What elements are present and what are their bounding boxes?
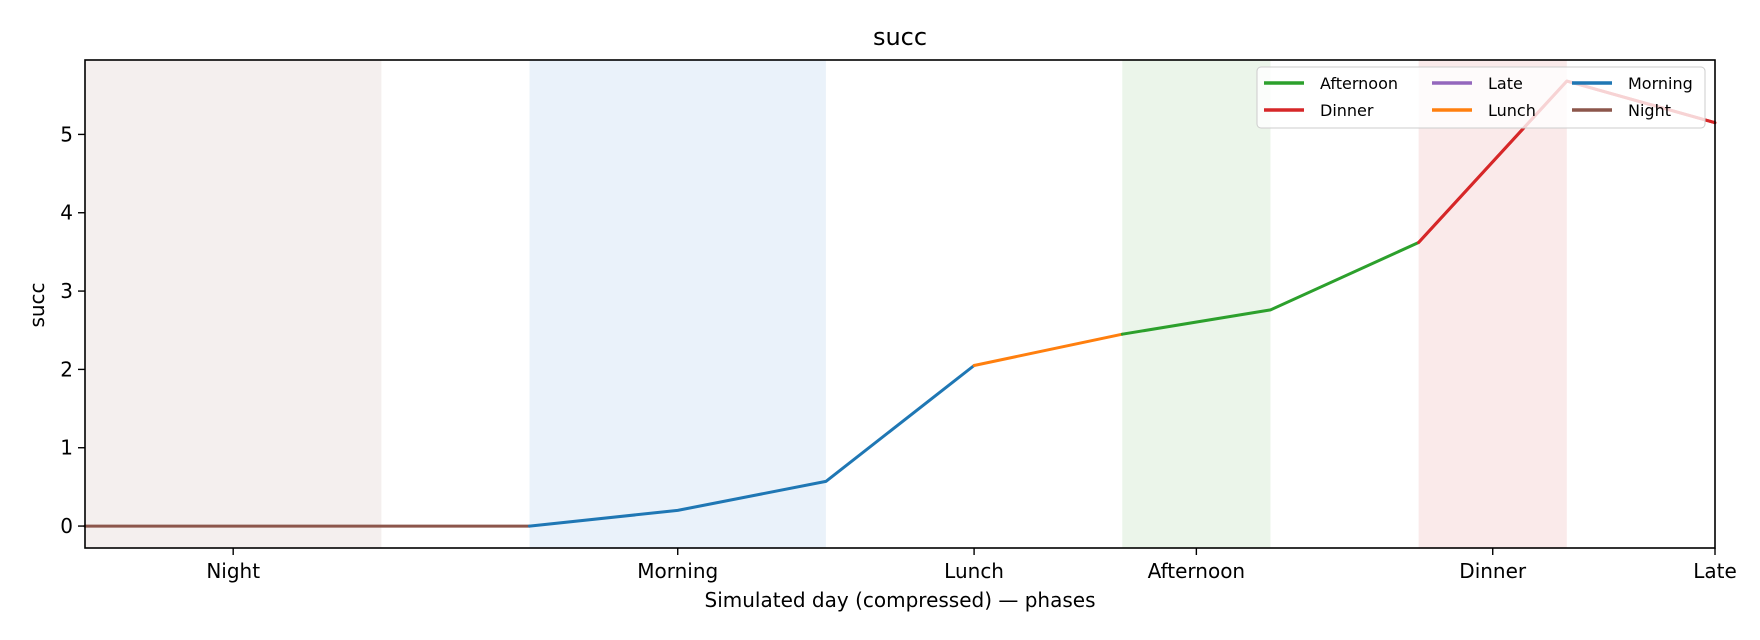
legend: Afternoon Dinner Late Lunch Morning Night xyxy=(1256,66,1706,129)
legend-label-morning: Morning xyxy=(1628,74,1693,93)
x-tick-label: Afternoon xyxy=(1148,559,1246,583)
x-axis: Night Morning Lunch Afternoon Dinner Late xyxy=(206,548,1737,583)
legend-label-late: Late xyxy=(1488,74,1523,93)
series-line-lunch xyxy=(972,332,1124,367)
x-tick-label: Late xyxy=(1693,559,1737,583)
plot-frame xyxy=(84,59,1716,549)
series-line-afternoon xyxy=(1120,241,1421,336)
y-axis: 0 1 2 3 4 5 xyxy=(60,122,85,538)
legend-label-dinner: Dinner xyxy=(1320,101,1374,120)
phase-band-2 xyxy=(1122,60,1271,548)
phase-band-1 xyxy=(529,60,826,548)
legend-label-afternoon: Afternoon xyxy=(1320,74,1398,93)
chart-title: succ xyxy=(873,23,927,51)
x-axis-label: Simulated day (compressed) — phases xyxy=(705,588,1096,612)
y-axis-label: succ xyxy=(25,282,49,327)
y-tick-label: 3 xyxy=(60,279,73,303)
phase-band-3 xyxy=(1418,60,1567,548)
phase-bands xyxy=(85,60,1567,548)
y-tick-label: 1 xyxy=(60,436,73,460)
x-tick-label: Morning xyxy=(637,559,718,583)
x-tick-label: Lunch xyxy=(944,559,1004,583)
y-tick-label: 0 xyxy=(60,514,73,538)
x-tick-label: Night xyxy=(206,559,260,583)
y-tick-label: 4 xyxy=(60,201,73,225)
legend-label-night: Night xyxy=(1628,101,1671,120)
series-line-morning xyxy=(528,364,976,528)
phase-band-0 xyxy=(85,60,382,548)
legend-label-lunch: Lunch xyxy=(1488,101,1536,120)
x-tick-label: Dinner xyxy=(1459,559,1527,583)
y-tick-label: 2 xyxy=(60,357,73,381)
y-tick-label: 5 xyxy=(60,122,73,146)
